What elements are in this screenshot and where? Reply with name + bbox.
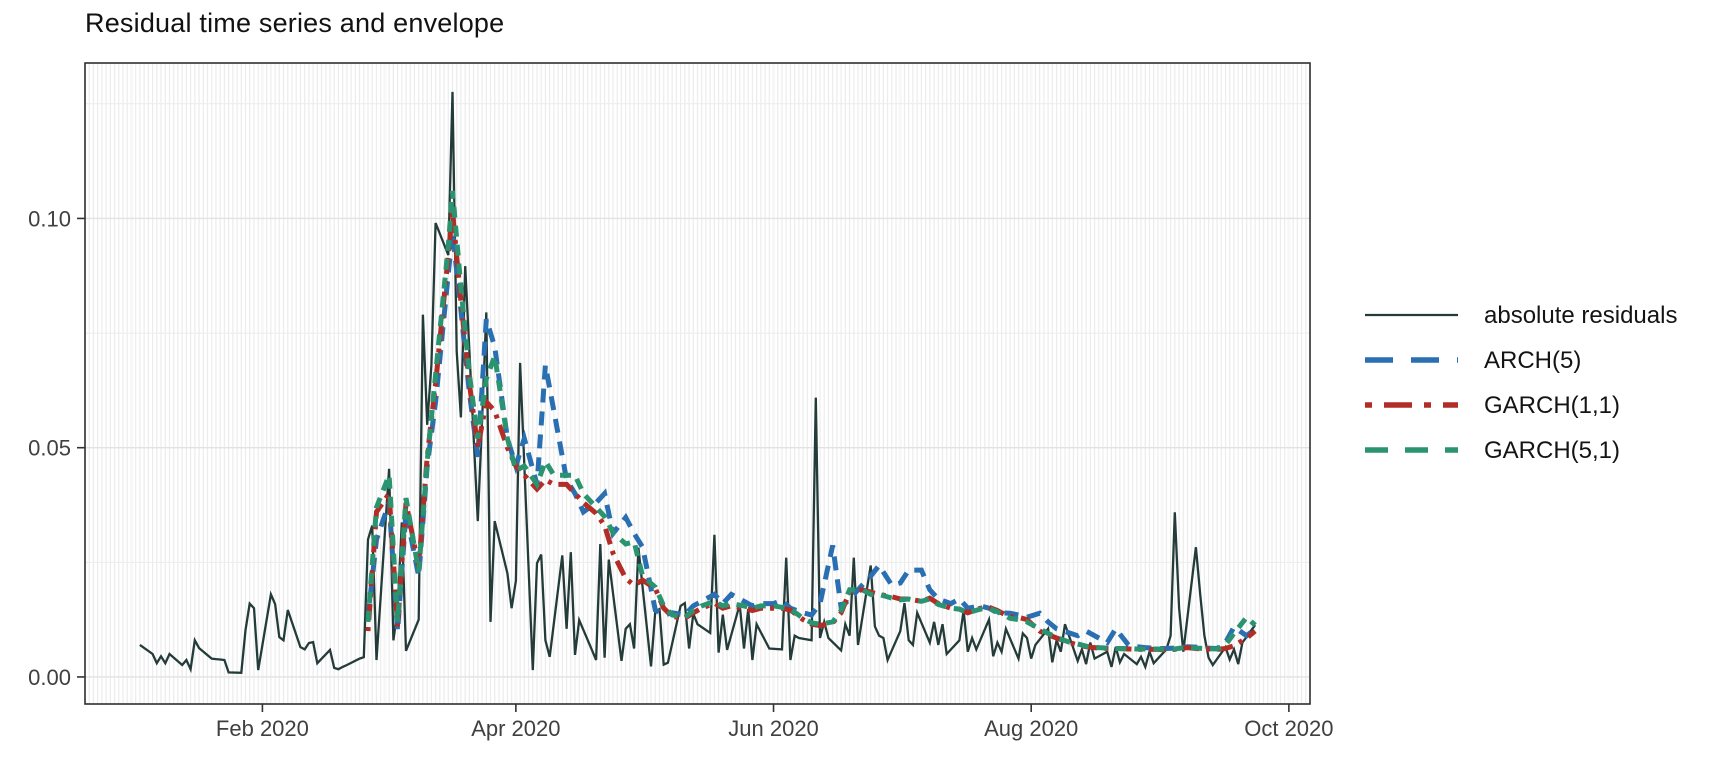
x-tick-label: Apr 2020 bbox=[471, 716, 560, 741]
legend: absolute residuals ARCH(5) GARCH(1,1) GARCH… bbox=[1365, 302, 1677, 464]
x-tick-label: Feb 2020 bbox=[216, 716, 309, 741]
x-tick-label: Jun 2020 bbox=[728, 716, 819, 741]
y-axis: 0.00 0.05 0.10 bbox=[28, 206, 85, 690]
legend-item-garch-5-1-: GARCH(5,1) bbox=[1365, 437, 1620, 464]
panel-border bbox=[84, 62, 1311, 705]
legend-label: GARCH(1,1) bbox=[1484, 392, 1620, 419]
legend-label: ARCH(5) bbox=[1484, 347, 1581, 374]
legend-item-garch-1-1-: GARCH(1,1) bbox=[1365, 392, 1620, 419]
grid-horizontal-lines bbox=[85, 103, 1310, 678]
legend-label: absolute residuals bbox=[1484, 302, 1677, 329]
legend-item-arch-5-: ARCH(5) bbox=[1365, 347, 1581, 374]
x-axis: Feb 2020 Apr 2020 Jun 2020 Aug 2020 Oct 2020 bbox=[216, 704, 1334, 741]
y-tick-label: 0.00 bbox=[28, 665, 71, 690]
legend-item-absolute-residuals: absolute residuals bbox=[1365, 302, 1677, 329]
chart-title: Residual time series and envelope bbox=[85, 8, 505, 38]
series-line-garch-5-1- bbox=[365, 190, 1257, 652]
y-tick-label: 0.10 bbox=[28, 206, 71, 231]
x-tick-label: Aug 2020 bbox=[984, 716, 1078, 741]
legend-label: GARCH(5,1) bbox=[1484, 437, 1620, 464]
grid-vertical-day-stripes bbox=[84, 63, 1311, 704]
x-tick-label: Oct 2020 bbox=[1244, 716, 1333, 741]
y-tick-label: 0.05 bbox=[28, 436, 71, 461]
